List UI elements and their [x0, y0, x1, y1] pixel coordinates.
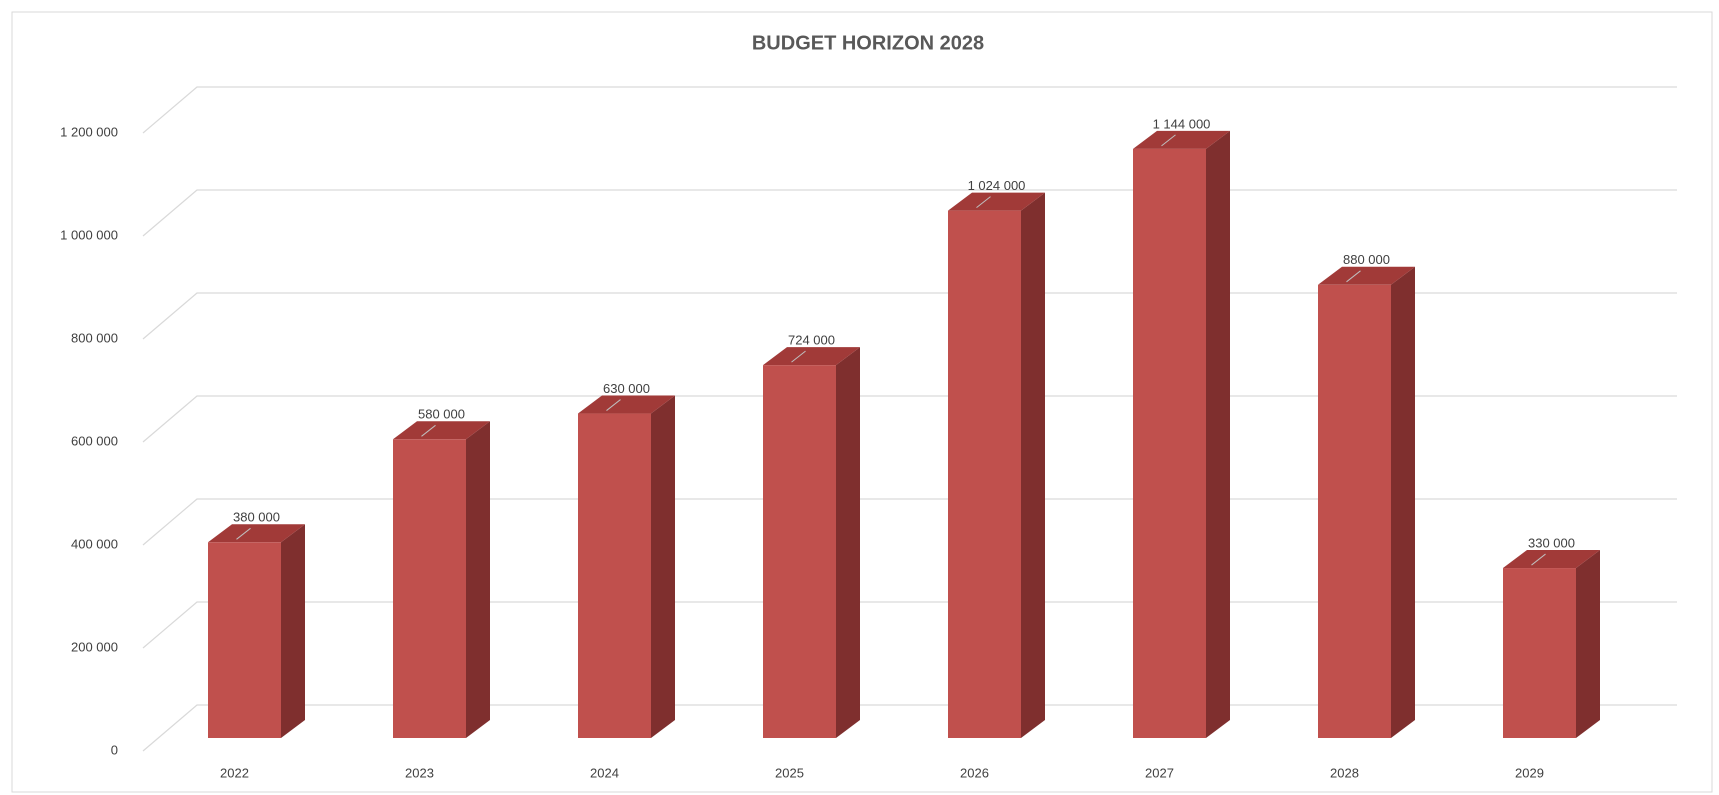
value-label: 580 000 [418, 407, 465, 422]
x-tick-label: 2022 [220, 765, 249, 780]
bar [208, 542, 281, 738]
y-tick-label: 0 [111, 742, 118, 757]
x-tick-label: 2029 [1515, 765, 1544, 780]
value-label: 630 000 [603, 381, 650, 396]
bar-side [651, 395, 675, 738]
leader-line [606, 399, 621, 411]
leader-line [1161, 134, 1176, 147]
bar-side [1206, 130, 1230, 739]
bar-side [1391, 266, 1415, 738]
bar [393, 439, 466, 738]
bar-side [466, 421, 490, 738]
bar [578, 413, 651, 738]
bar-top [1318, 266, 1415, 285]
x-tick-label: 2027 [1145, 765, 1174, 780]
chart-title: BUDGET HORIZON 2028 [752, 32, 984, 54]
bar [1133, 148, 1206, 739]
bar-side [1576, 550, 1600, 738]
bar-top [763, 347, 860, 366]
bar-top [578, 395, 675, 414]
bar [1318, 284, 1391, 738]
x-tick-label: 2025 [775, 765, 804, 780]
y-tick-label: 600 000 [71, 433, 118, 448]
leader-line [1346, 270, 1361, 283]
y-tick-label: 800 000 [71, 330, 118, 345]
y-tick-label: 1 200 000 [60, 124, 118, 139]
value-label: 1 144 000 [1153, 116, 1211, 131]
value-label: 724 000 [788, 333, 835, 348]
grid-line [142, 86, 1677, 134]
bar-side [836, 347, 860, 738]
leader-line [976, 196, 991, 209]
x-tick-label: 2026 [960, 765, 989, 780]
bar [948, 210, 1021, 738]
value-label: 380 000 [233, 510, 280, 525]
value-label: 330 000 [1528, 535, 1575, 550]
y-tick-label: 1 000 000 [60, 227, 118, 242]
bar [763, 365, 836, 738]
bar-side [1021, 192, 1045, 738]
leader-line [236, 527, 251, 540]
y-tick-label: 400 000 [71, 536, 118, 551]
bar-top [1503, 550, 1600, 569]
bar-top [393, 421, 490, 440]
x-tick-label: 2024 [590, 765, 619, 780]
leader-line [421, 424, 436, 437]
bar-side [281, 524, 305, 738]
bar-top [208, 524, 305, 543]
y-tick-label: 200 000 [71, 639, 118, 654]
leader-line [791, 350, 806, 363]
value-label: 1 024 000 [968, 178, 1026, 193]
bar-top [1133, 130, 1230, 149]
x-tick-label: 2028 [1330, 765, 1359, 780]
x-tick-label: 2023 [405, 765, 434, 780]
bar-top [948, 192, 1045, 211]
leader-line [1531, 553, 1546, 566]
value-label: 880 000 [1343, 252, 1390, 267]
bar [1503, 568, 1576, 738]
